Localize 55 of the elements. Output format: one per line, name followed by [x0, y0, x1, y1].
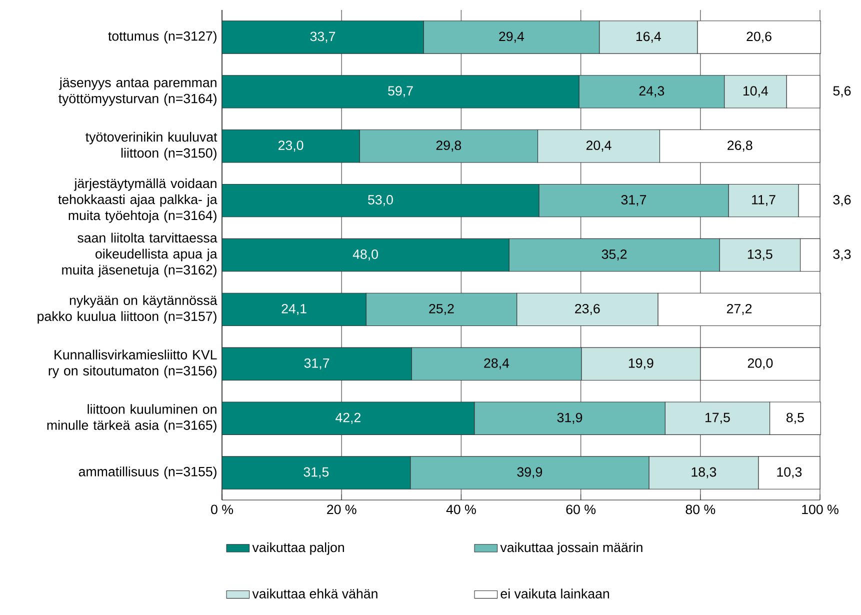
data-label: 31,9 [557, 412, 582, 424]
data-label: 23,0 [278, 140, 304, 152]
y-tick-label: Kunnallisvirkamiesliitto KVL ry on sitoutumaton (n=3156) [48, 350, 217, 378]
data-label: 35,2 [602, 250, 627, 261]
data-label: 24,1 [282, 304, 306, 315]
data-label: 3,6 [833, 195, 851, 206]
data-label: 16,4 [636, 32, 661, 43]
data-label: 20,0 [748, 358, 773, 370]
data-label: 27,2 [726, 304, 752, 315]
data-label: 20,4 [586, 140, 612, 152]
data-label: 3,3 [833, 250, 851, 261]
data-label: 23,6 [575, 304, 600, 315]
data-label: 39,9 [517, 467, 542, 478]
x-tick-label: 20 % [327, 504, 356, 514]
data-label: 59,7 [388, 86, 413, 98]
legend-label: vaikuttaa jossain määrin [500, 542, 642, 555]
data-label: 10,3 [777, 467, 802, 478]
y-tick-label: nykyään on käytännössä pakko kuulua liittoon (n=3157) [38, 295, 218, 324]
y-tick-label: työtoverinikin kuuluvat liittoon (n=3150) [86, 132, 218, 160]
legend-label: ei vaikuta lainkaan [500, 588, 610, 598]
data-label: 18,3 [692, 467, 716, 478]
data-label: 10,4 [743, 86, 768, 98]
data-label: 48,0 [352, 250, 378, 261]
y-tick-label: järjestäytymällä voidaan tehokkaasti ajaa palkka- ja muita työehtoja (n=3164) [58, 178, 218, 223]
data-label: 42,2 [336, 412, 360, 424]
y-tick-label: ammatillisuus (n=3155) [78, 466, 216, 479]
x-tick-label: 0 % [211, 504, 234, 514]
data-label: 33,7 [310, 32, 336, 43]
data-label: 53,0 [368, 195, 393, 206]
y-tick-label: liittoon kuuluminen on minulle tärkeä asia (n=3165) [47, 404, 216, 433]
legend-label: vaikuttaa ehkä vähän [252, 588, 378, 598]
y-tick-label: saan liitolta tarvittaessa oikeudellista apua ja muita jäsenetuja (n=3162) [62, 232, 218, 278]
data-label: 8,5 [786, 412, 804, 424]
y-tick-label: jäsenyys antaa paremman työttömyysturvan (n=3164) [58, 77, 216, 106]
data-label: 31,5 [304, 467, 329, 478]
data-label: 20,6 [746, 32, 772, 43]
data-label: 29,4 [499, 32, 524, 43]
data-label: 24,3 [639, 86, 664, 98]
y-tick-label: tottumus (n=3127) [108, 31, 216, 44]
x-tick-label: 100 % [802, 504, 838, 514]
x-tick-label: 60 % [566, 504, 596, 514]
data-label: 19,9 [628, 358, 654, 370]
data-label: 28,4 [484, 358, 510, 370]
data-label: 11,7 [752, 195, 776, 206]
legend-label: vaikuttaa paljon [252, 542, 344, 555]
x-tick-label: 80 % [686, 504, 716, 514]
x-tick-label: 40 % [446, 504, 476, 514]
data-label: 31,7 [621, 195, 646, 206]
data-label: 29,8 [436, 140, 462, 152]
data-label: 26,8 [728, 140, 752, 152]
data-label: 17,5 [706, 412, 730, 424]
data-label: 25,2 [429, 304, 454, 315]
data-label: 13,5 [748, 250, 772, 261]
data-label: 31,7 [304, 358, 330, 370]
data-label: 5,6 [833, 86, 851, 98]
